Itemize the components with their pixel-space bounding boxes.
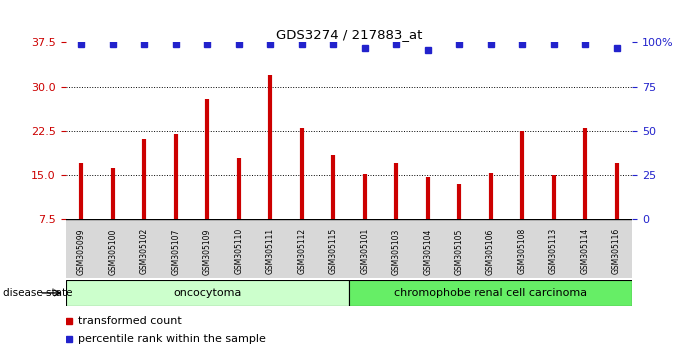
Bar [444, 219, 475, 278]
Text: percentile rank within the sample: percentile rank within the sample [77, 334, 265, 344]
Bar [129, 219, 160, 278]
Text: GSM305099: GSM305099 [77, 228, 86, 275]
Bar [254, 219, 286, 278]
Bar [412, 219, 444, 278]
Bar [286, 219, 317, 278]
Text: GSM305100: GSM305100 [108, 228, 117, 275]
Bar [349, 280, 632, 306]
Text: GSM305111: GSM305111 [266, 228, 275, 274]
Bar [600, 219, 632, 278]
Text: GSM305102: GSM305102 [140, 228, 149, 274]
Text: chromophobe renal cell carcinoma: chromophobe renal cell carcinoma [394, 288, 587, 298]
Text: oncocytoma: oncocytoma [173, 288, 241, 298]
Bar [66, 219, 97, 278]
Text: GSM305112: GSM305112 [297, 228, 306, 274]
Text: GSM305113: GSM305113 [549, 228, 558, 274]
Bar [381, 219, 412, 278]
Text: GSM305108: GSM305108 [518, 228, 527, 274]
Bar [569, 219, 600, 278]
Bar [97, 219, 129, 278]
Text: disease state: disease state [3, 288, 73, 298]
Bar [191, 219, 223, 278]
Text: GSM305107: GSM305107 [171, 228, 180, 275]
Bar [538, 219, 569, 278]
Bar [475, 219, 507, 278]
Text: GSM305105: GSM305105 [455, 228, 464, 275]
Text: GSM305101: GSM305101 [360, 228, 369, 274]
Text: GSM305114: GSM305114 [580, 228, 589, 274]
Text: transformed count: transformed count [77, 316, 181, 326]
Text: GSM305103: GSM305103 [392, 228, 401, 275]
Text: GSM305106: GSM305106 [486, 228, 495, 275]
Title: GDS3274 / 217883_at: GDS3274 / 217883_at [276, 28, 422, 41]
Bar [507, 219, 538, 278]
Bar [317, 219, 349, 278]
Text: GSM305109: GSM305109 [202, 228, 212, 275]
Bar [66, 280, 349, 306]
Text: GSM305116: GSM305116 [612, 228, 621, 274]
Bar [160, 219, 191, 278]
Text: GSM305115: GSM305115 [329, 228, 338, 274]
Bar [223, 219, 254, 278]
Bar [349, 219, 381, 278]
Text: GSM305110: GSM305110 [234, 228, 243, 274]
Text: GSM305104: GSM305104 [423, 228, 432, 275]
